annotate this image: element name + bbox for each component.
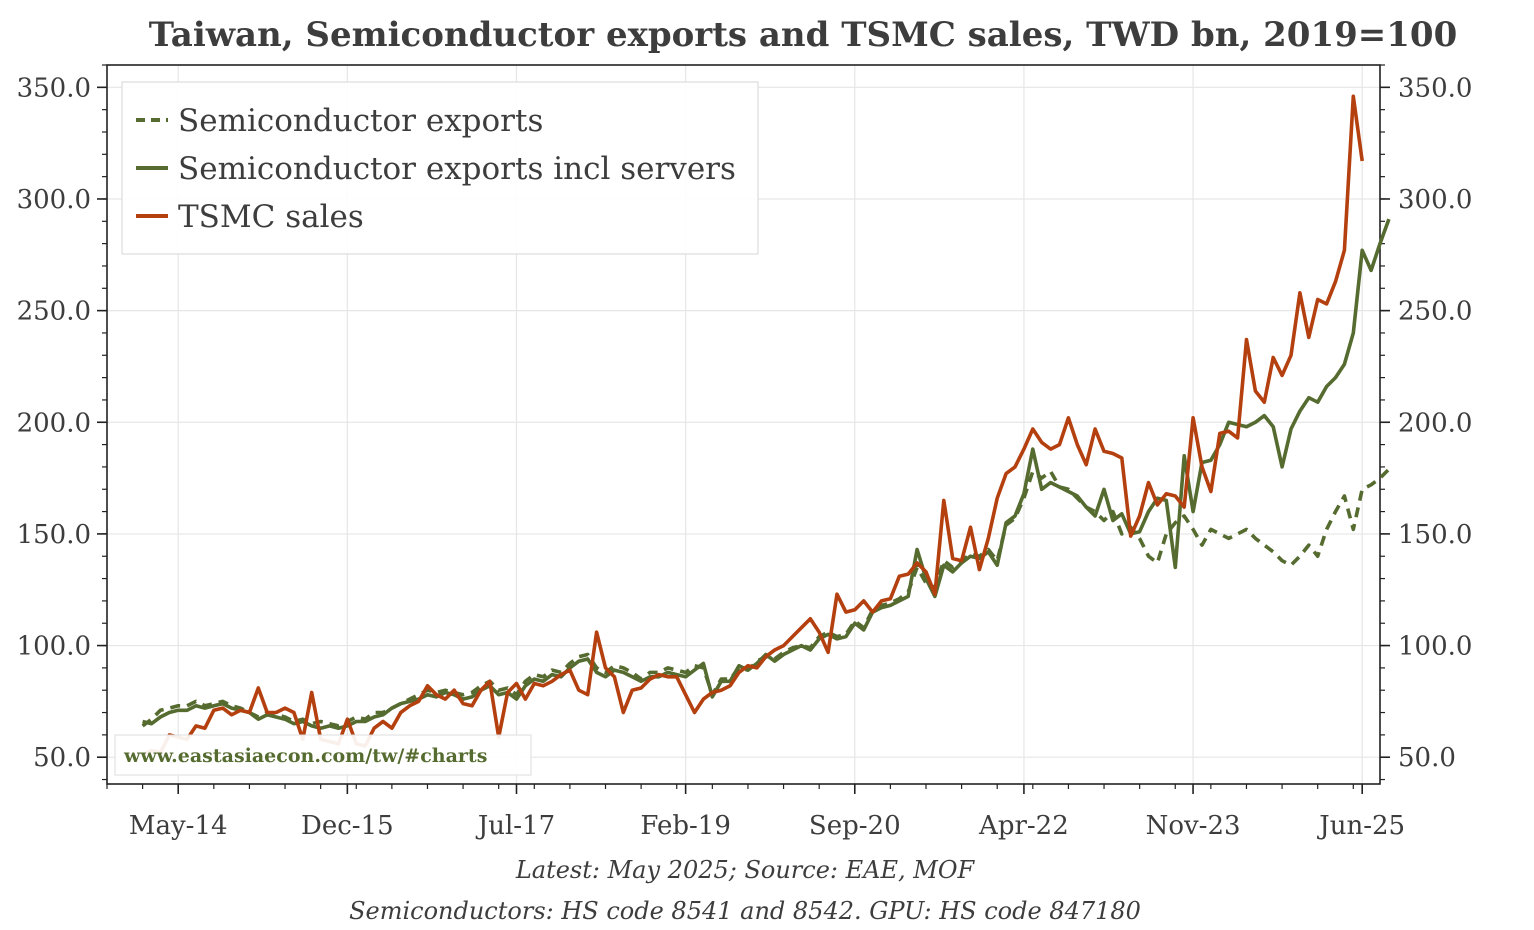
x-tick-label: Feb-19 — [640, 811, 731, 841]
axes: May-14 Dec-15 Jul-17 Feb-19 Sep-20 Apr-22 Nov-… — [17, 64, 1472, 841]
y-tick-label-right: 50.0 — [1398, 743, 1456, 773]
y-tick-label-left: 200.0 — [17, 408, 91, 438]
watermark: www.eastasiaecon.com/tw/#charts — [114, 734, 532, 776]
legend: Semiconductor exports Semiconductor expo… — [121, 81, 759, 255]
x-tick-label: Nov-23 — [1146, 811, 1241, 841]
watermark-box — [114, 734, 532, 776]
y-tick-label-left: 350.0 — [17, 73, 91, 103]
legend-label-exports-servers: Semiconductor exports incl servers — [178, 151, 736, 187]
series-group — [141, 94, 1391, 757]
legend-label-exports: Semiconductor exports — [178, 103, 543, 139]
x-tick-label: Apr-22 — [978, 811, 1069, 841]
x-tick-label: May-14 — [129, 811, 228, 841]
watermark-text: www.eastasiaecon.com/tw/#charts — [123, 745, 487, 767]
x-tick-label: Dec-15 — [301, 811, 394, 841]
y-tick-label-left: 150.0 — [17, 520, 91, 550]
series-tsmc-sales — [141, 94, 1364, 757]
legend-box — [121, 81, 759, 255]
y-tick-label-right: 200.0 — [1398, 408, 1472, 438]
y-tick-label-right: 100.0 — [1398, 632, 1472, 662]
y-tick-label-left: 250.0 — [17, 297, 91, 327]
series-semiconductor-exports-incl-servers — [142, 218, 1391, 730]
x-tick-label: Sep-20 — [809, 811, 901, 841]
hs-code-note: Semiconductors: HS code 8541 and 8542. G… — [349, 897, 1141, 925]
source-note: Latest: May 2025; Source: EAE, MOF — [515, 856, 976, 884]
y-tick-label-right: 150.0 — [1398, 520, 1472, 550]
y-tick-label-right: 250.0 — [1398, 297, 1472, 327]
legend-label-tsmc: TSMC sales — [178, 199, 364, 235]
y-tick-label-left: 50.0 — [33, 743, 91, 773]
chart-title: Taiwan, Semiconductor exports and TSMC s… — [149, 15, 1458, 55]
y-tick-label-left: 300.0 — [17, 185, 91, 215]
plot-frame — [106, 64, 1381, 785]
x-tick-label: Jun-25 — [1316, 811, 1405, 841]
y-tick-label-left: 100.0 — [17, 632, 91, 662]
y-tick-label-right: 300.0 — [1398, 185, 1472, 215]
series-semiconductor-exports — [141, 467, 1391, 728]
y-tick-label-right: 350.0 — [1398, 73, 1472, 103]
x-tick-label: Jul-17 — [475, 811, 555, 841]
